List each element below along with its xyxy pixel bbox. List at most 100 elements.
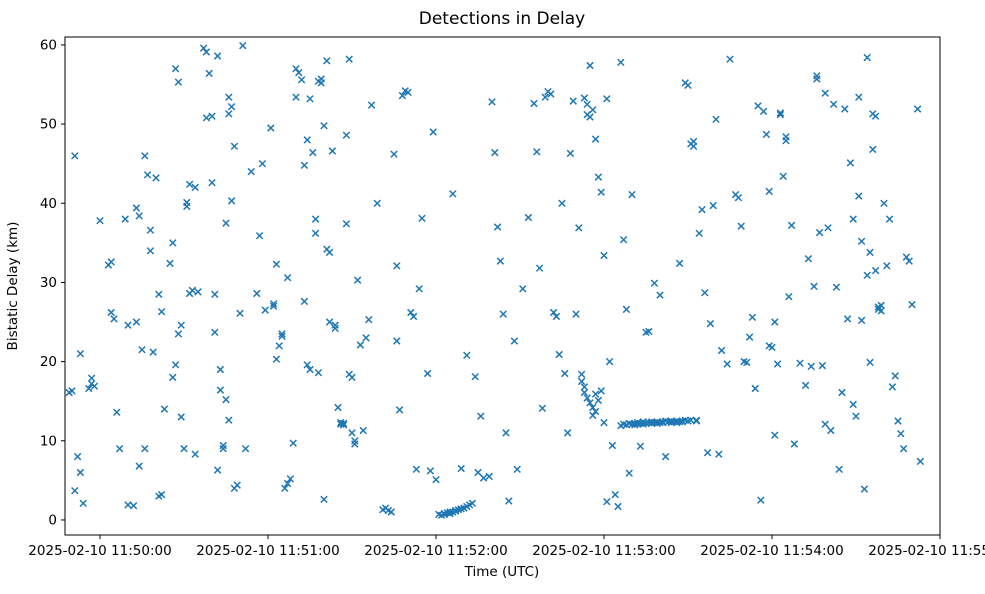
x-tick-label: 2025-02-10 11:53:00 (532, 543, 675, 559)
data-point-x-marker (645, 327, 653, 336)
data-point-x-marker (723, 360, 731, 368)
data-point-x-marker (362, 334, 370, 342)
data-point-x-marker (577, 370, 586, 379)
data-point-x-marker (71, 486, 79, 495)
data-point-x-marker (765, 187, 773, 196)
data-point-x-marker (292, 64, 300, 73)
data-point-x-marker (230, 142, 239, 151)
data-point-x-marker (513, 465, 521, 474)
data-point-x-marker (407, 308, 415, 317)
data-point-x-marker (801, 381, 810, 390)
data-point-x-marker (325, 248, 334, 257)
data-point-x-marker (572, 310, 580, 318)
data-point-x-marker (292, 93, 300, 101)
data-point-x-marker (479, 474, 488, 482)
data-point-x-marker (258, 159, 267, 168)
data-point-x-marker (113, 408, 121, 417)
data-point-x-marker (762, 130, 771, 139)
data-point-x-marker (580, 383, 589, 391)
data-point-x-marker (577, 377, 586, 386)
data-point-x-marker (754, 102, 762, 110)
plot-area: 2025-02-10 11:50:00 2025-02-10 11:51:00 20… (28, 36, 985, 559)
data-point-x-marker (619, 235, 628, 244)
data-point-x-marker (286, 475, 295, 483)
data-point-x-marker (650, 279, 659, 287)
data-point-x-marker (866, 358, 874, 367)
data-point-x-marker (194, 288, 202, 296)
y-tick-label: 20 (40, 354, 57, 370)
data-point-x-marker (913, 105, 922, 113)
data-point-x-marker (463, 351, 471, 360)
y-tick-label: 0 (48, 512, 57, 528)
data-point-x-marker (689, 137, 698, 146)
data-point-x-marker (580, 94, 589, 102)
data-point-x-marker (449, 190, 457, 198)
y-axis-label: Bistatic Delay (km) (5, 222, 21, 351)
data-point-x-marker (748, 313, 757, 322)
data-point-x-marker (76, 349, 85, 358)
data-point-x-marker (594, 396, 603, 405)
data-point-x-marker (180, 444, 188, 453)
data-point-x-marker (849, 400, 857, 409)
data-point-x-marker (398, 91, 407, 100)
data-point-x-marker (300, 297, 309, 306)
data-point-x-marker (211, 328, 219, 337)
data-point-x-marker (625, 469, 633, 477)
data-point-x-marker (871, 266, 880, 275)
data-point-x-marker (365, 315, 373, 324)
data-point-x-marker (199, 44, 208, 52)
data-point-x-marker (225, 93, 233, 101)
data-point-x-marker (827, 426, 835, 435)
data-point-x-marker (87, 374, 96, 382)
data-point-x-marker (348, 429, 356, 437)
data-point-x-marker (141, 444, 149, 453)
data-point-x-marker (815, 228, 824, 237)
data-point-x-marker (594, 173, 603, 181)
data-point-x-marker (395, 406, 404, 414)
data-point-x-marker (219, 444, 227, 453)
data-point-x-marker (771, 431, 779, 439)
data-point-x-marker (474, 468, 482, 477)
data-point-x-marker (171, 361, 180, 369)
data-point-x-marker (843, 315, 852, 323)
y-tick-label: 30 (40, 275, 57, 291)
data-point-x-marker (555, 350, 563, 359)
data-point-x-marker (429, 128, 437, 136)
data-point-x-marker (155, 290, 163, 299)
y-tick-label: 10 (40, 433, 57, 449)
data-point-x-marker (317, 75, 325, 83)
data-point-x-marker (152, 174, 160, 182)
data-point-x-marker (888, 383, 897, 391)
data-point-x-marker (813, 72, 821, 80)
data-point-x-marker (656, 291, 664, 299)
data-point-x-marker (132, 204, 141, 212)
data-point-x-marker (320, 495, 328, 504)
data-point-x-marker (174, 78, 183, 86)
data-point-x-marker (600, 251, 608, 260)
x-tick-label: 2025-02-10 11:54:00 (700, 543, 843, 559)
data-point-x-marker (135, 462, 143, 470)
data-point-x-marker (524, 213, 533, 222)
data-point-x-marker (73, 452, 82, 461)
data-point-x-marker (174, 330, 183, 338)
data-point-x-marker (717, 346, 726, 355)
data-point-x-marker (586, 113, 594, 121)
data-point-x-marker (331, 321, 339, 329)
data-point-x-marker (877, 307, 885, 315)
data-point-x-marker (510, 337, 519, 345)
data-point-x-marker (166, 259, 174, 268)
data-point-x-marker (757, 496, 765, 504)
data-point-x-marker (177, 413, 185, 421)
data-point-x-marker (835, 465, 843, 474)
data-point-x-marker (236, 309, 244, 318)
data-point-x-marker (471, 372, 479, 381)
data-point-x-marker (169, 239, 177, 247)
data-point-x-marker (211, 290, 219, 299)
data-point-x-marker (661, 452, 670, 461)
data-point-x-marker (695, 229, 703, 238)
data-point-x-marker (488, 98, 496, 106)
data-point-x-marker (589, 106, 597, 114)
data-point-x-marker (157, 490, 166, 499)
data-point-x-marker (603, 95, 611, 103)
data-point-x-marker (110, 315, 118, 323)
